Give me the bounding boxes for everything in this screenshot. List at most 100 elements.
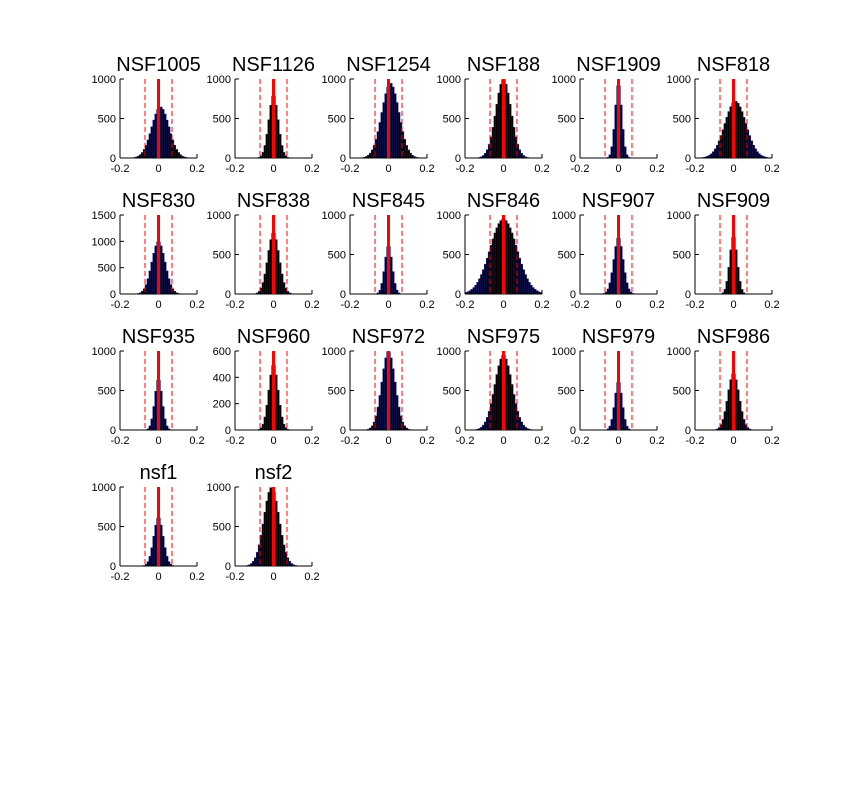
histogram-bar: [626, 425, 629, 431]
x-tick-label: -0.2: [686, 163, 705, 175]
histogram-bar: [478, 278, 481, 295]
histogram-bar: [179, 154, 182, 159]
y-tick-label: 500: [213, 522, 231, 534]
histogram-bar: [390, 357, 393, 431]
histogram-bar: [511, 115, 514, 159]
histogram-bar: [482, 269, 485, 295]
histogram-bar: [528, 282, 531, 295]
histogram-bar: [164, 418, 167, 431]
x-tick-label: 0.2: [649, 163, 664, 175]
x-tick-label: 0.2: [189, 299, 204, 311]
histogram-bar: [499, 84, 502, 159]
histogram-bar: [620, 246, 623, 295]
histogram-bar: [150, 547, 153, 567]
histogram-bar: [409, 152, 412, 159]
panel-title: NSF818: [697, 54, 770, 76]
histogram-bar: [267, 389, 270, 431]
y-tick-label: 0: [110, 289, 116, 301]
x-tick-label: 0.2: [419, 163, 434, 175]
x-tick-label: -0.2: [111, 163, 130, 175]
histogram-bar: [279, 523, 282, 567]
histogram-bar: [622, 259, 625, 295]
histogram-bar: [152, 252, 155, 295]
x-tick-label: 0: [500, 299, 506, 311]
histogram-bar: [376, 406, 380, 431]
histogram-bar: [741, 411, 744, 431]
histogram-bar: [165, 556, 169, 567]
y-tick-label: 0: [225, 153, 231, 165]
histogram-bar: [380, 112, 383, 159]
histogram-bar: [526, 278, 529, 295]
histogram-bar: [620, 104, 623, 159]
x-tick-label: 0: [270, 163, 276, 175]
histogram-bar: [376, 131, 380, 159]
y-tick-label: 0: [570, 289, 576, 301]
panel-title: NSF1126: [232, 54, 315, 76]
histogram-bar: [614, 246, 617, 295]
histogram-bar: [150, 418, 153, 431]
histogram-bar: [154, 113, 157, 159]
x-tick-label: 0.2: [304, 163, 319, 175]
histogram-bar: [723, 123, 727, 159]
histogram-bar: [378, 289, 382, 295]
histogram-bar: [612, 129, 615, 159]
histogram-bar: [167, 126, 171, 159]
y-tick-label: 0: [685, 289, 691, 301]
y-tick-label: 500: [328, 114, 346, 126]
histogram-bar: [275, 500, 278, 567]
y-tick-label: 500: [213, 114, 231, 126]
histogram-bar: [474, 285, 477, 295]
x-tick-label: 0: [615, 299, 621, 311]
histogram-bar: [403, 425, 407, 431]
histogram-bar: [281, 145, 284, 159]
histogram-bar: [281, 416, 284, 431]
histogram-bar: [614, 392, 617, 431]
histogram-bar: [263, 145, 267, 159]
histogram-bar: [729, 379, 732, 431]
histogram-bar: [505, 220, 508, 295]
histogram-bar: [392, 368, 395, 431]
histogram-bar: [265, 500, 268, 567]
y-tick-label: 500: [328, 250, 346, 262]
histogram-bar: [261, 282, 265, 295]
x-tick-label: 0.2: [304, 435, 319, 447]
x-tick-label: -0.2: [456, 163, 475, 175]
histogram-bar: [534, 289, 537, 295]
y-tick-label: 500: [673, 114, 691, 126]
y-tick-label: 0: [110, 425, 116, 437]
histogram-bar: [382, 102, 385, 159]
y-tick-label: 0: [340, 153, 346, 165]
x-tick-label: -0.2: [456, 299, 475, 311]
histogram-bar: [269, 239, 272, 295]
histogram-bar: [150, 126, 153, 159]
histogram-bar: [511, 232, 514, 295]
histogram-bar: [739, 106, 742, 159]
histogram-bar: [255, 552, 259, 567]
x-tick-label: -0.2: [341, 435, 360, 447]
panel-title: NSF1909: [576, 54, 661, 76]
histogram-bar: [727, 389, 730, 431]
histogram-bar: [154, 524, 157, 567]
x-tick-label: 0: [270, 571, 276, 583]
x-tick-label: -0.2: [571, 435, 590, 447]
histogram-bar: [282, 282, 286, 295]
histogram-bar: [507, 223, 510, 295]
histogram-bar: [509, 103, 512, 159]
histogram-bar: [725, 281, 728, 295]
histogram-bar: [160, 106, 163, 159]
histogram-bar: [497, 92, 500, 159]
y-tick-label: 500: [558, 250, 576, 262]
histogram-bar: [737, 267, 740, 295]
histogram-bar: [277, 389, 280, 431]
histogram-bar: [624, 272, 627, 295]
histogram-bar: [167, 561, 171, 567]
histogram-bar: [392, 271, 395, 295]
x-tick-label: -0.2: [226, 435, 245, 447]
histogram-bar: [482, 424, 485, 431]
histogram-bar: [281, 535, 284, 567]
y-tick-label: 0: [455, 425, 461, 437]
